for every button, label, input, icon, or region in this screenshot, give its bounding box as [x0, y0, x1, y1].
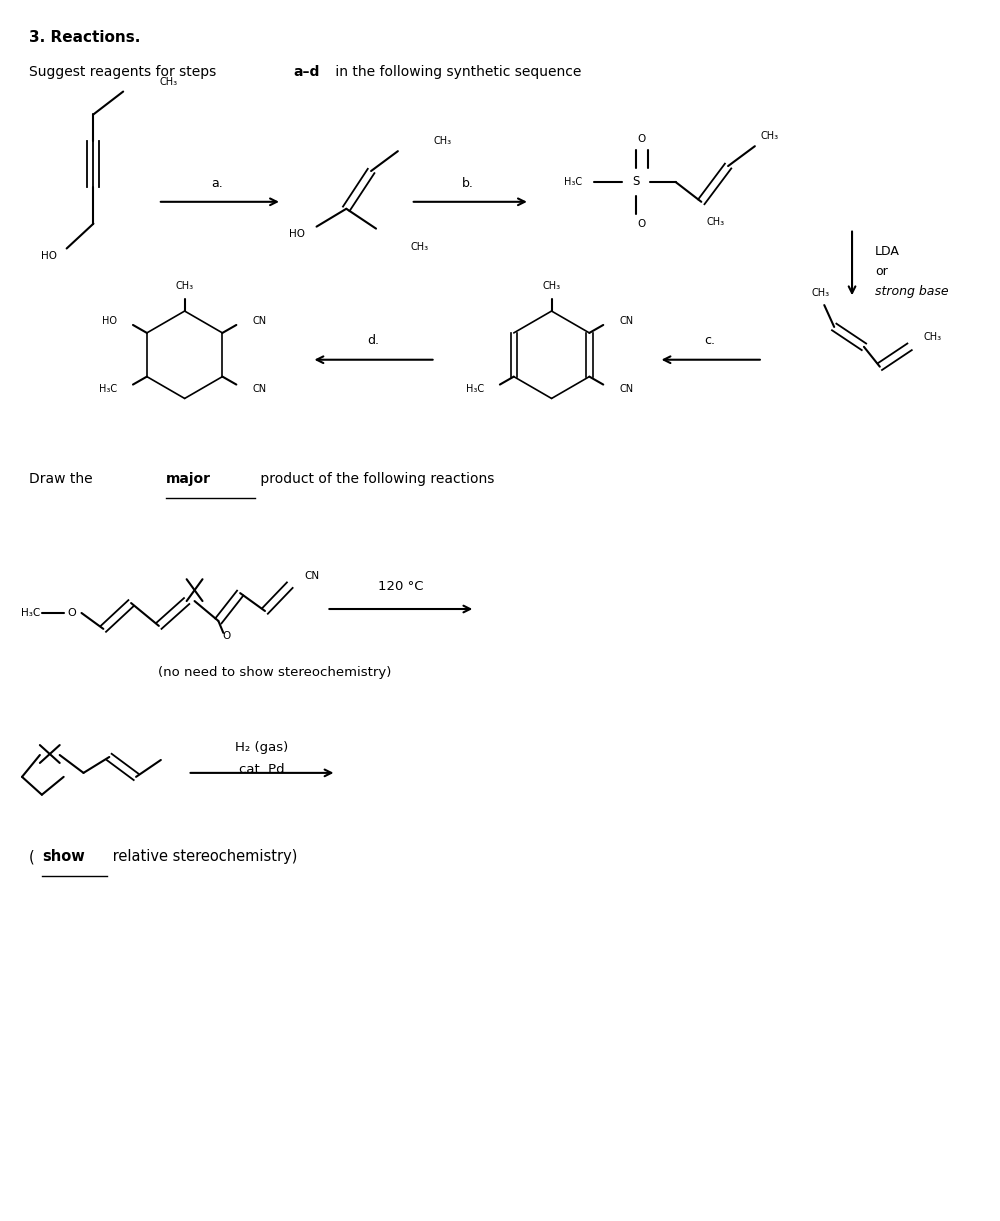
Text: d.: d. — [367, 335, 379, 347]
Text: O: O — [638, 219, 646, 228]
Text: CH₃: CH₃ — [160, 77, 178, 87]
Text: CH₃: CH₃ — [543, 281, 561, 292]
Text: CN: CN — [305, 571, 320, 581]
Text: CH₃: CH₃ — [434, 137, 452, 147]
Text: HO: HO — [102, 316, 117, 326]
Text: H₂ (gas): H₂ (gas) — [235, 741, 289, 753]
Text: CN: CN — [619, 316, 633, 326]
Text: CN: CN — [252, 383, 266, 393]
Text: H₃C: H₃C — [99, 383, 117, 393]
Text: product of the following reactions: product of the following reactions — [256, 473, 494, 486]
Text: c.: c. — [705, 335, 716, 347]
Text: CN: CN — [252, 316, 266, 326]
Text: CH₃: CH₃ — [923, 332, 942, 342]
Text: HO: HO — [289, 228, 305, 238]
Text: in the following synthetic sequence: in the following synthetic sequence — [331, 65, 582, 78]
Text: LDA: LDA — [875, 245, 900, 258]
Text: 120 °C: 120 °C — [378, 580, 424, 592]
Text: CN: CN — [619, 383, 633, 393]
Text: Suggest reagents for steps: Suggest reagents for steps — [29, 65, 221, 78]
Text: (no need to show stereochemistry): (no need to show stereochemistry) — [158, 667, 391, 679]
Text: show: show — [42, 850, 85, 864]
Text: major: major — [166, 473, 211, 486]
Text: or: or — [875, 265, 888, 278]
Text: HO: HO — [41, 252, 57, 261]
Text: b.: b. — [462, 177, 474, 190]
Text: O: O — [638, 134, 646, 144]
Text: S: S — [632, 176, 640, 188]
Text: cat. Pd: cat. Pd — [239, 763, 285, 777]
Text: a.: a. — [212, 177, 223, 190]
Text: H₃C: H₃C — [21, 608, 40, 618]
Text: H₃C: H₃C — [564, 177, 582, 187]
Text: a–d: a–d — [294, 65, 320, 78]
Text: Draw the: Draw the — [29, 473, 97, 486]
Text: O: O — [222, 631, 230, 641]
Text: O: O — [67, 608, 76, 618]
Text: strong base: strong base — [875, 284, 948, 298]
Text: CH₃: CH₃ — [811, 288, 829, 298]
Text: 3. Reactions.: 3. Reactions. — [29, 31, 140, 45]
Text: CH₃: CH₃ — [176, 281, 194, 292]
Text: relative stereochemistry): relative stereochemistry) — [108, 850, 298, 864]
Text: CH₃: CH₃ — [706, 216, 724, 227]
Text: H₃C: H₃C — [466, 383, 484, 393]
Text: CH₃: CH₃ — [411, 242, 429, 252]
Text: CH₃: CH₃ — [761, 132, 779, 142]
Text: (: ( — [29, 850, 35, 864]
